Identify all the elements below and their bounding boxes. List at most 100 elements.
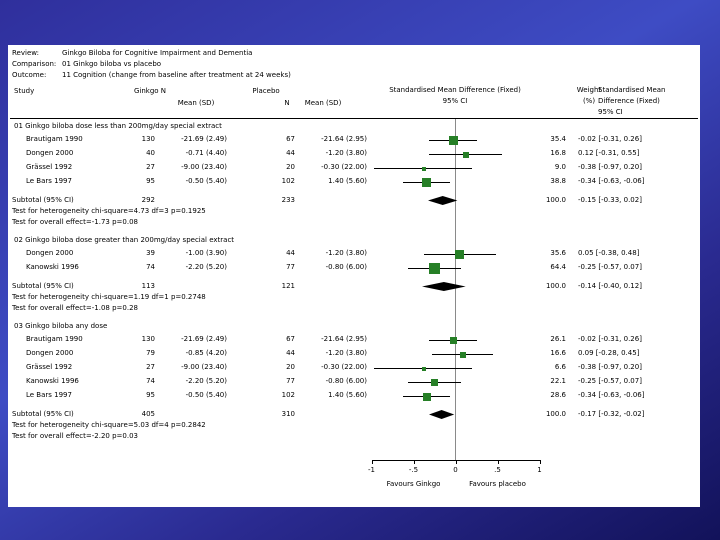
- weight-value: 16.6: [550, 349, 566, 357]
- smd-marker: [449, 136, 459, 145]
- heterogeneity-text: Test for heterogeneity chi-square=4.73 d…: [12, 207, 206, 215]
- subtotal-diamond: [428, 410, 454, 419]
- x-axis-tick: [539, 460, 541, 464]
- placebo-n-value: 44: [286, 249, 295, 257]
- subtotal-placebo-n: 233: [281, 196, 295, 204]
- favours-right-label: Favours placebo: [469, 480, 526, 488]
- ginkgo-n-value: 79: [146, 349, 155, 357]
- ginkgo-mean-sd-value: -21.69 (2.49): [181, 135, 227, 143]
- outcome-label: Outcome:: [12, 71, 47, 79]
- study-name: Le Bars 1997: [26, 391, 72, 399]
- x-axis-tick-label: -1: [368, 466, 375, 474]
- review-label: Review:: [12, 49, 39, 57]
- comparison-label: Comparison:: [12, 60, 57, 68]
- col-header-weight-2: (%): [582, 97, 596, 105]
- ginkgo-n-value: 130: [141, 335, 155, 343]
- subgroup-label: 03 Ginkgo biloba any dose: [14, 322, 108, 330]
- study-name: Grässel 1992: [26, 363, 73, 371]
- subtotal-ginkgo-n: 292: [141, 196, 155, 204]
- placebo-mean-sd-value: -21.64 (2.95): [321, 335, 367, 343]
- subtotal-ginkgo-n: 405: [141, 410, 155, 418]
- ginkgo-mean-sd-value: -0.71 (4.40): [185, 149, 227, 157]
- weight-value: 26.1: [550, 335, 566, 343]
- x-axis-tick-label: 0: [453, 466, 458, 474]
- col-header-smd-text-3: 95% CI: [598, 108, 623, 116]
- smd-ci-value: 0.09 [-0.28, 0.45]: [578, 349, 640, 357]
- smd-ci-value: -0.25 [-0.57, 0.07]: [578, 263, 642, 271]
- heterogeneity-text: Test for heterogeneity chi-square=5.03 d…: [12, 421, 206, 429]
- review-value: Ginkgo Biloba for Cognitive Impairment a…: [62, 49, 253, 57]
- study-name: Dongen 2000: [26, 349, 74, 357]
- smd-marker: [421, 166, 426, 171]
- weight-value: 38.8: [550, 177, 566, 185]
- col-header-smd-plot-2: 95% CI: [442, 97, 468, 105]
- placebo-n-value: 44: [286, 149, 295, 157]
- comparison-value: 01 Ginkgo biloba vs placebo: [62, 60, 162, 68]
- ginkgo-mean-sd-value: -0.85 (4.20): [185, 349, 227, 357]
- placebo-n-value: 102: [281, 177, 295, 185]
- weight-value: 22.1: [550, 377, 566, 385]
- placebo-n-value: 20: [286, 163, 295, 171]
- ginkgo-n-value: 74: [146, 377, 155, 385]
- smd-ci-value: -0.02 [-0.31, 0.26]: [578, 135, 642, 143]
- favours-left-label: Favours Ginkgo: [386, 480, 441, 488]
- ginkgo-mean-sd-value: -9.00 (23.40): [181, 163, 227, 171]
- ginkgo-n-value: 39: [146, 249, 155, 257]
- subtotal-weight: 100.0: [545, 196, 566, 204]
- study-name: Dongen 2000: [26, 249, 74, 257]
- study-name: Grässel 1992: [26, 163, 73, 171]
- overall-effect-text: Test for overall effect=-1.73 p=0.08: [12, 218, 138, 226]
- smd-ci-value: -0.34 [-0.63, -0.06]: [578, 391, 645, 399]
- subtotal-placebo-n: 310: [281, 410, 295, 418]
- ginkgo-n-value: 95: [146, 177, 155, 185]
- smd-marker: [421, 366, 426, 371]
- placebo-mean-sd-value: -1.20 (3.80): [325, 349, 367, 357]
- ginkgo-mean-sd-value: -0.50 (5.40): [185, 177, 227, 185]
- weight-value: 16.8: [550, 149, 566, 157]
- smd-marker: [455, 250, 465, 259]
- subtotal-weight: 100.0: [545, 282, 566, 290]
- col-header-placebo: Placebo: [252, 87, 280, 95]
- x-axis-tick-label: -.5: [408, 466, 419, 474]
- x-axis-tick-label: 1: [537, 466, 542, 474]
- subtotal-placebo-n: 121: [281, 282, 295, 290]
- col-header-smd-plot-1: Standardised Mean Difference (Fixed): [389, 86, 521, 94]
- placebo-n-value: 102: [281, 391, 295, 399]
- x-axis-tick-label: .5: [494, 466, 501, 474]
- ginkgo-n-value: 40: [146, 149, 155, 157]
- ginkgo-mean-sd-value: -9.00 (23.40): [181, 363, 227, 371]
- study-name: Kanowski 1996: [26, 377, 79, 385]
- forest-plot-panel: [8, 45, 700, 507]
- smd-marker: [431, 379, 438, 386]
- x-axis-tick: [371, 460, 373, 464]
- study-name: Dongen 2000: [26, 149, 74, 157]
- weight-value: 64.4: [550, 263, 566, 271]
- placebo-n-value: 44: [286, 349, 295, 357]
- placebo-mean-sd-value: -0.30 (22.00): [321, 163, 367, 171]
- placebo-mean-sd-value: 1.40 (5.60): [328, 391, 367, 399]
- ginkgo-n-value: 130: [141, 135, 155, 143]
- ginkgo-n-value: 27: [146, 163, 155, 171]
- study-name: Brautigam 1990: [26, 135, 83, 143]
- smd-marker: [429, 263, 440, 274]
- study-name: Brautigam 1990: [26, 335, 83, 343]
- ginkgo-n-value: 27: [146, 363, 155, 371]
- placebo-n-value: 20: [286, 363, 295, 371]
- study-name: Le Bars 1997: [26, 177, 72, 185]
- subtotal-diamond: [427, 196, 458, 205]
- x-axis-tick: [455, 460, 457, 464]
- ginkgo-mean-sd-value: -0.50 (5.40): [185, 391, 227, 399]
- col-header-ginkgo-n: Ginkgo N: [133, 87, 167, 95]
- smd-marker: [422, 178, 432, 187]
- placebo-n-value: 67: [286, 335, 295, 343]
- subtotal-ginkgo-n: 113: [141, 282, 155, 290]
- overall-effect-text: Test for overall effect=-2.20 p=0.03: [12, 432, 138, 440]
- ginkgo-mean-sd-value: -2.20 (5.20): [185, 377, 227, 385]
- placebo-mean-sd-value: -1.20 (3.80): [325, 249, 367, 257]
- placebo-n-value: 67: [286, 135, 295, 143]
- x-axis-tick: [413, 460, 415, 464]
- smd-marker: [422, 392, 431, 401]
- ginkgo-mean-sd-value: -2.20 (5.20): [185, 263, 227, 271]
- heterogeneity-text: Test for heterogeneity chi-square=1.19 d…: [12, 293, 206, 301]
